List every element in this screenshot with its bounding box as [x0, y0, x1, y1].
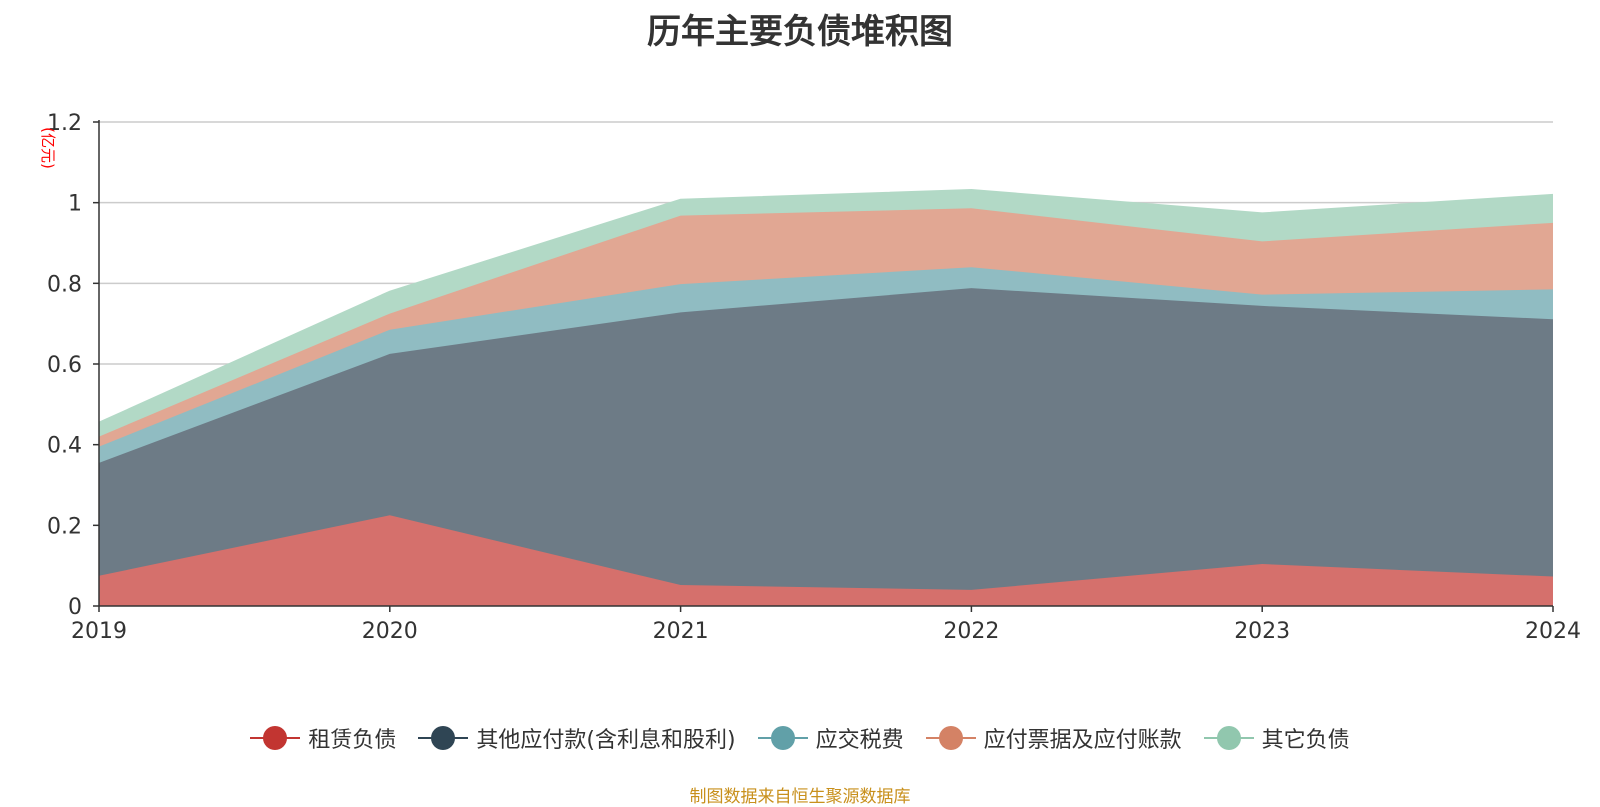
y-tick-label: 0.2 — [47, 514, 82, 539]
legend-label: 应交税费 — [815, 728, 904, 753]
y-tick-label: 0.6 — [47, 353, 82, 378]
area-series-5 — [99, 189, 1553, 437]
area-series-line-5 — [98, 189, 1554, 424]
stacked-area-chart: 0 0.2 0.4 0.6 0.8 1 1.2 2019 2020 2021 2022 2023 202… — [39, 111, 1581, 644]
y-tick-label: 0.8 — [47, 272, 82, 297]
y-tick-label: 1 — [68, 192, 82, 217]
legend-label: 应付票据及应付账款 — [983, 728, 1182, 753]
legend-label: 租赁负债 — [308, 728, 397, 753]
y-tick-label: 0.4 — [47, 434, 82, 459]
legend-item-5[interactable]: 其它负债 — [1203, 722, 1350, 754]
legend-marker-icon — [757, 726, 808, 750]
legend-marker-icon — [418, 726, 469, 750]
area-series-2 — [99, 288, 1553, 590]
legend-marker-icon — [925, 726, 976, 750]
source-note: 制图数据来自恒生聚源数据库 — [689, 787, 911, 807]
area-series-4 — [99, 208, 1553, 447]
y-tick-label: 1.2 — [47, 111, 82, 136]
x-tick-label: 2022 — [943, 619, 999, 644]
legend-item-3[interactable]: 应交税费 — [757, 722, 904, 754]
legend-label: 其他应付款(含利息和股利) — [476, 728, 736, 753]
x-tick-label: 2019 — [71, 619, 127, 644]
x-tick-label: 2020 — [362, 619, 418, 644]
legend-marker-icon — [1203, 726, 1254, 750]
x-tick-label: 2023 — [1234, 619, 1290, 644]
x-tick-label: 2021 — [653, 619, 709, 644]
y-axis-unit-label: (亿元) — [39, 127, 57, 169]
legend-marker-icon — [250, 726, 301, 750]
legend-item-4[interactable]: 应付票据及应付账款 — [925, 722, 1182, 754]
area-series-1 — [99, 515, 1553, 606]
legend: 租赁负债 其他应付款(含利息和股利) 应交税费 应付票据及应付账款 其它负债 — [0, 722, 1600, 754]
legend-item-2[interactable]: 其他应付款(含利息和股利) — [418, 722, 736, 754]
chart-title: 历年主要负债堆积图 — [647, 12, 953, 52]
area-series — [98, 189, 1554, 606]
legend-label: 其它负债 — [1261, 728, 1350, 753]
y-tick-label: 0 — [68, 595, 82, 620]
x-tick-label: 2024 — [1525, 619, 1581, 644]
axes: 0 0.2 0.4 0.6 0.8 1 1.2 2019 2020 2021 2022 2023 202… — [47, 111, 1581, 644]
legend-item-1[interactable]: 租赁负债 — [250, 722, 396, 754]
